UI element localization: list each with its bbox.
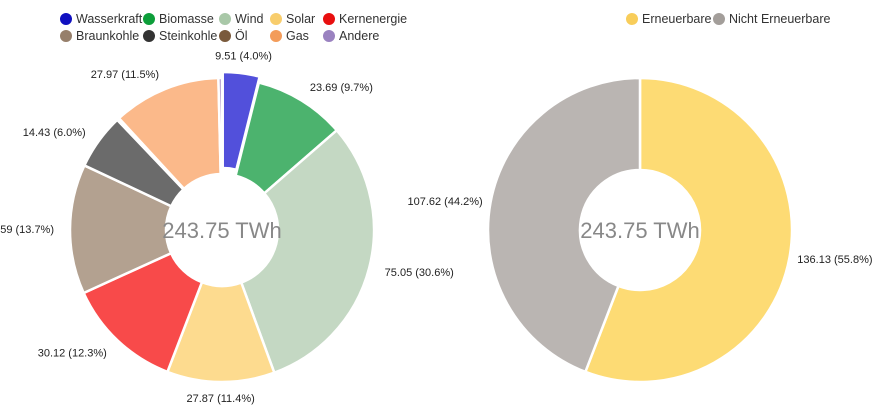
legend-label: Öl xyxy=(235,29,248,43)
center-total-label: 243.75 TWh xyxy=(162,218,281,243)
legend-label: Steinkohle xyxy=(159,29,218,43)
data-label-gas: 27.97 (11.5%) xyxy=(91,69,159,81)
legend-item-kernenergie[interactable]: Kernenergie xyxy=(323,12,407,26)
legend-item-braunkohle[interactable]: Braunkohle xyxy=(60,29,139,43)
slice-andere[interactable] xyxy=(217,76,224,176)
slice-braunkohle[interactable] xyxy=(68,164,173,295)
legend-item-gas[interactable]: Gas xyxy=(270,29,309,43)
legend-swatch-icon xyxy=(143,13,155,25)
legend-swatch-icon xyxy=(323,13,335,25)
data-label-erneuerbare: 136.13 (55.8%) xyxy=(797,254,872,266)
legend-item-oel[interactable]: Öl xyxy=(219,29,248,43)
data-label-steinkohle: 14.43 (6.0%) xyxy=(23,127,86,139)
legend-label: Gas xyxy=(286,29,309,43)
legend-label: Wasserkraft xyxy=(76,12,143,26)
center-total-label: 243.75 TWh xyxy=(580,218,699,243)
legend-label: Kernenergie xyxy=(339,12,408,26)
data-label-biomasse: 23.69 (9.7%) xyxy=(310,82,373,94)
legend-label: Nicht Erneuerbare xyxy=(729,12,831,26)
data-label-solar: 27.87 (11.4%) xyxy=(187,393,255,405)
legend-item-nicht-erneuerbare[interactable]: Nicht Erneuerbare xyxy=(713,12,830,26)
data-label-wasserkraft: 9.51 (4.0%) xyxy=(215,50,272,62)
legend-label: Biomasse xyxy=(159,12,214,26)
legend-swatch-icon xyxy=(219,30,231,42)
legend-swatch-icon xyxy=(60,30,72,42)
legend-item-steinkohle[interactable]: Steinkohle xyxy=(143,29,217,43)
legend-label: Erneuerbare xyxy=(642,12,712,26)
data-label-wind: 75.05 (30.6%) xyxy=(385,267,454,279)
legend-swatch-icon xyxy=(270,13,282,25)
legend-item-biomasse[interactable]: Biomasse xyxy=(143,12,214,26)
slice-wind[interactable] xyxy=(240,129,376,374)
legend-swatch-icon xyxy=(270,30,282,42)
legend-item-wind[interactable]: Wind xyxy=(219,12,263,26)
slice-erneuerbare[interactable] xyxy=(584,76,794,384)
data-label-nicht-erneuerbare: 107.62 (44.2%) xyxy=(407,196,482,208)
legend-swatch-icon xyxy=(143,30,155,42)
slice-kernenergie[interactable] xyxy=(82,251,204,374)
legend-swatch-icon xyxy=(713,13,725,25)
legend-item-andere[interactable]: Andere xyxy=(323,29,379,43)
legend-item-wasserkraft[interactable]: Wasserkraft xyxy=(60,12,142,26)
legend-label: Braunkohle xyxy=(76,29,140,43)
legend-swatch-icon xyxy=(60,13,72,25)
legend-label: Andere xyxy=(339,29,380,43)
slice-nicht-erneuerbare[interactable] xyxy=(486,76,642,374)
legend-item-erneuerbare[interactable]: Erneuerbare xyxy=(626,12,712,26)
legend-swatch-icon xyxy=(219,13,231,25)
legend-label: Solar xyxy=(286,12,316,26)
data-label-kernenergie: 30.12 (12.3%) xyxy=(38,347,107,359)
legend-label: Wind xyxy=(235,12,264,26)
data-label-braunkohle: 33.59 (13.7%) xyxy=(0,224,54,236)
legend-swatch-icon xyxy=(323,30,335,42)
legend-swatch-icon xyxy=(626,13,638,25)
legend-item-solar[interactable]: Solar xyxy=(270,12,315,26)
